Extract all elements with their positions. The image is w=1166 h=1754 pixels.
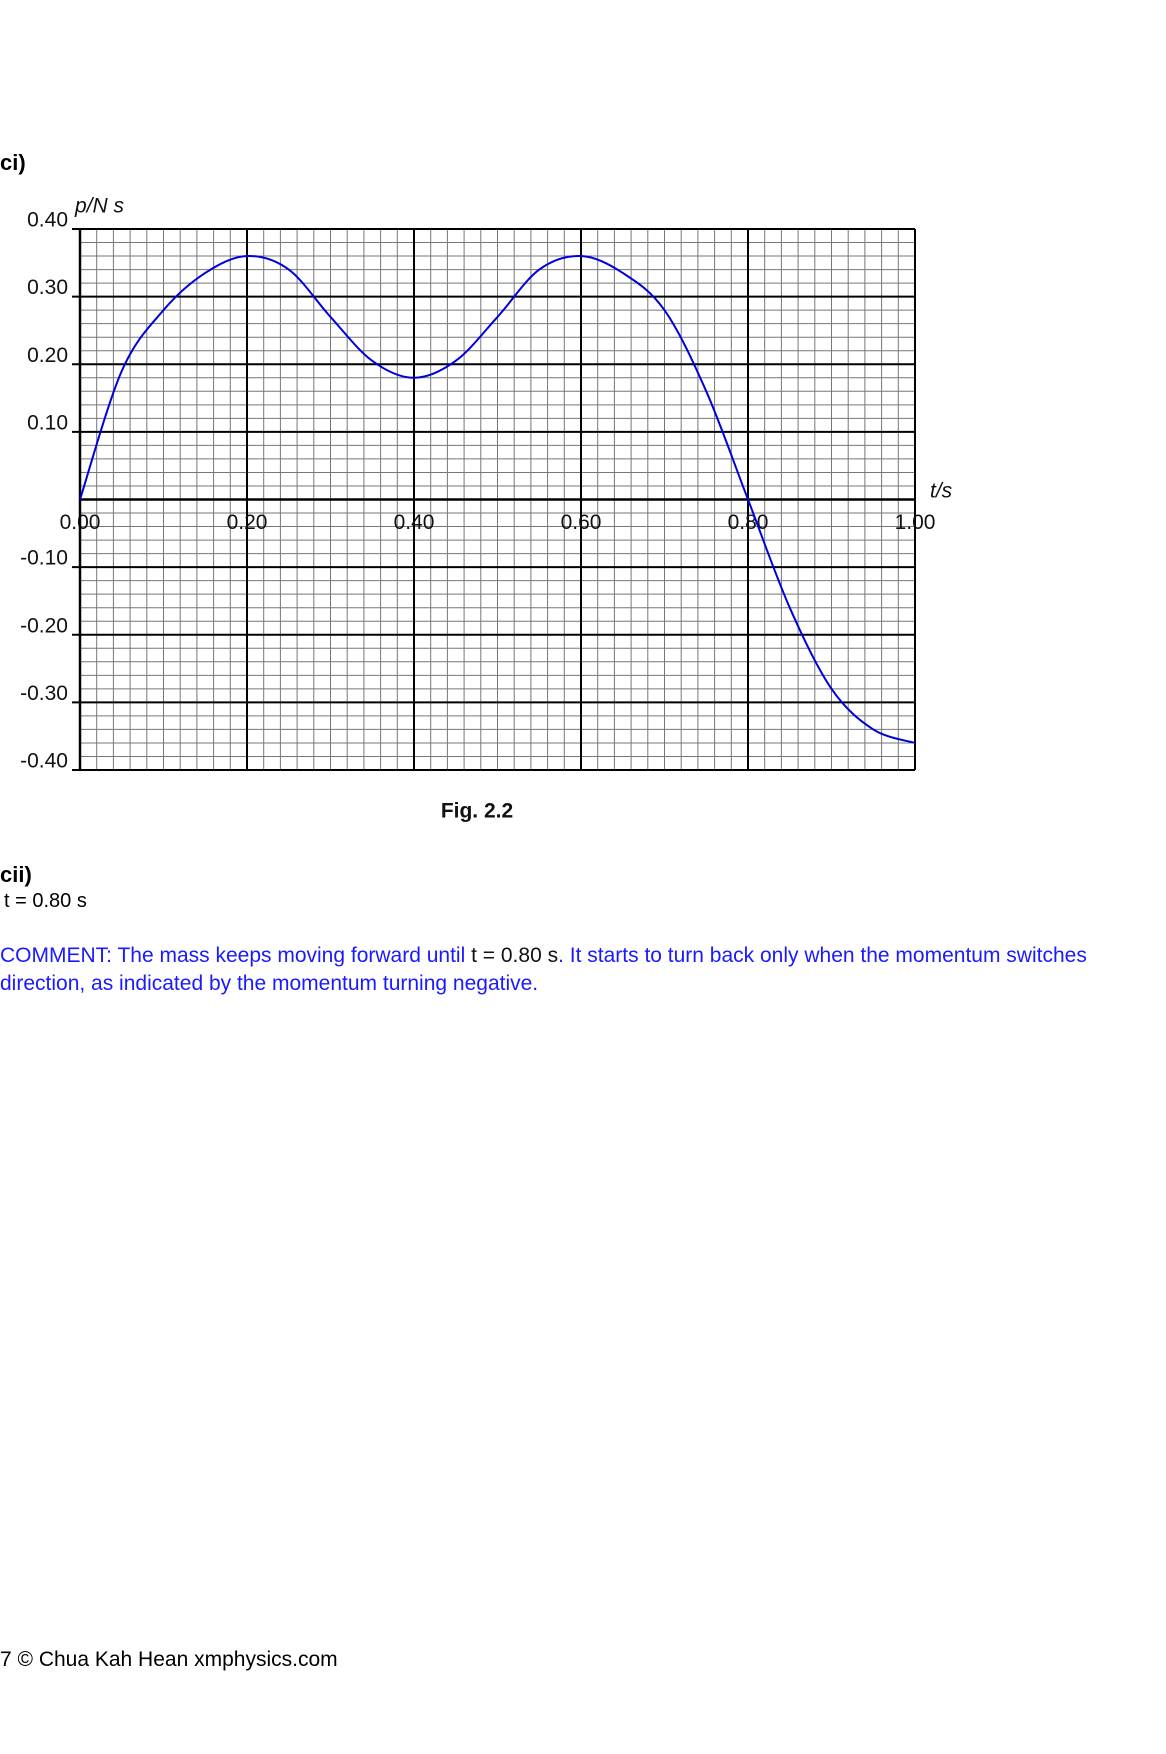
footer: 7 © Chua Kah Hean xmphysics.com <box>0 1648 338 1671</box>
x-tick-label: 1.00 <box>895 511 936 534</box>
part-label: cii) <box>0 862 32 887</box>
caption: Fig. 2.2 <box>441 800 513 823</box>
part-label: ci) <box>0 150 26 175</box>
y-tick-label: -0.40 <box>20 750 68 773</box>
x-tick-label: 0.40 <box>394 511 435 534</box>
y-tick-label: -0.30 <box>20 682 68 705</box>
y-tick-label: -0.20 <box>20 614 68 637</box>
chart: p/N s t/s Fig. 2.2 0.40 0.30 0.20 0.10 -0.10… <box>20 195 953 823</box>
y-axis-label: p/N s <box>74 195 125 218</box>
x-axis-label: t/s <box>930 480 953 503</box>
comment: COMMENT: The mass keeps moving forward u… <box>0 942 1120 998</box>
x-tick-label: 0.20 <box>227 511 268 534</box>
comment-text: COMMENT: The mass keeps moving forward u… <box>0 944 466 967</box>
y-tick-label: 0.40 <box>27 209 68 232</box>
data-line <box>79 255 916 744</box>
x-tick-label: 0.80 <box>728 511 769 534</box>
answer: t = 0.80 s <box>4 890 87 912</box>
math: t = 0.80 s <box>471 944 559 967</box>
y-tick-label: -0.10 <box>20 547 68 570</box>
x-tick-label: 0.60 <box>561 511 602 534</box>
comment-text: . It starts to turn back only when the m… <box>0 944 1087 995</box>
y-tick-label: 0.30 <box>27 276 68 299</box>
y-tick-label: 0.20 <box>27 344 68 367</box>
y-tick-label: 0.10 <box>27 411 68 434</box>
